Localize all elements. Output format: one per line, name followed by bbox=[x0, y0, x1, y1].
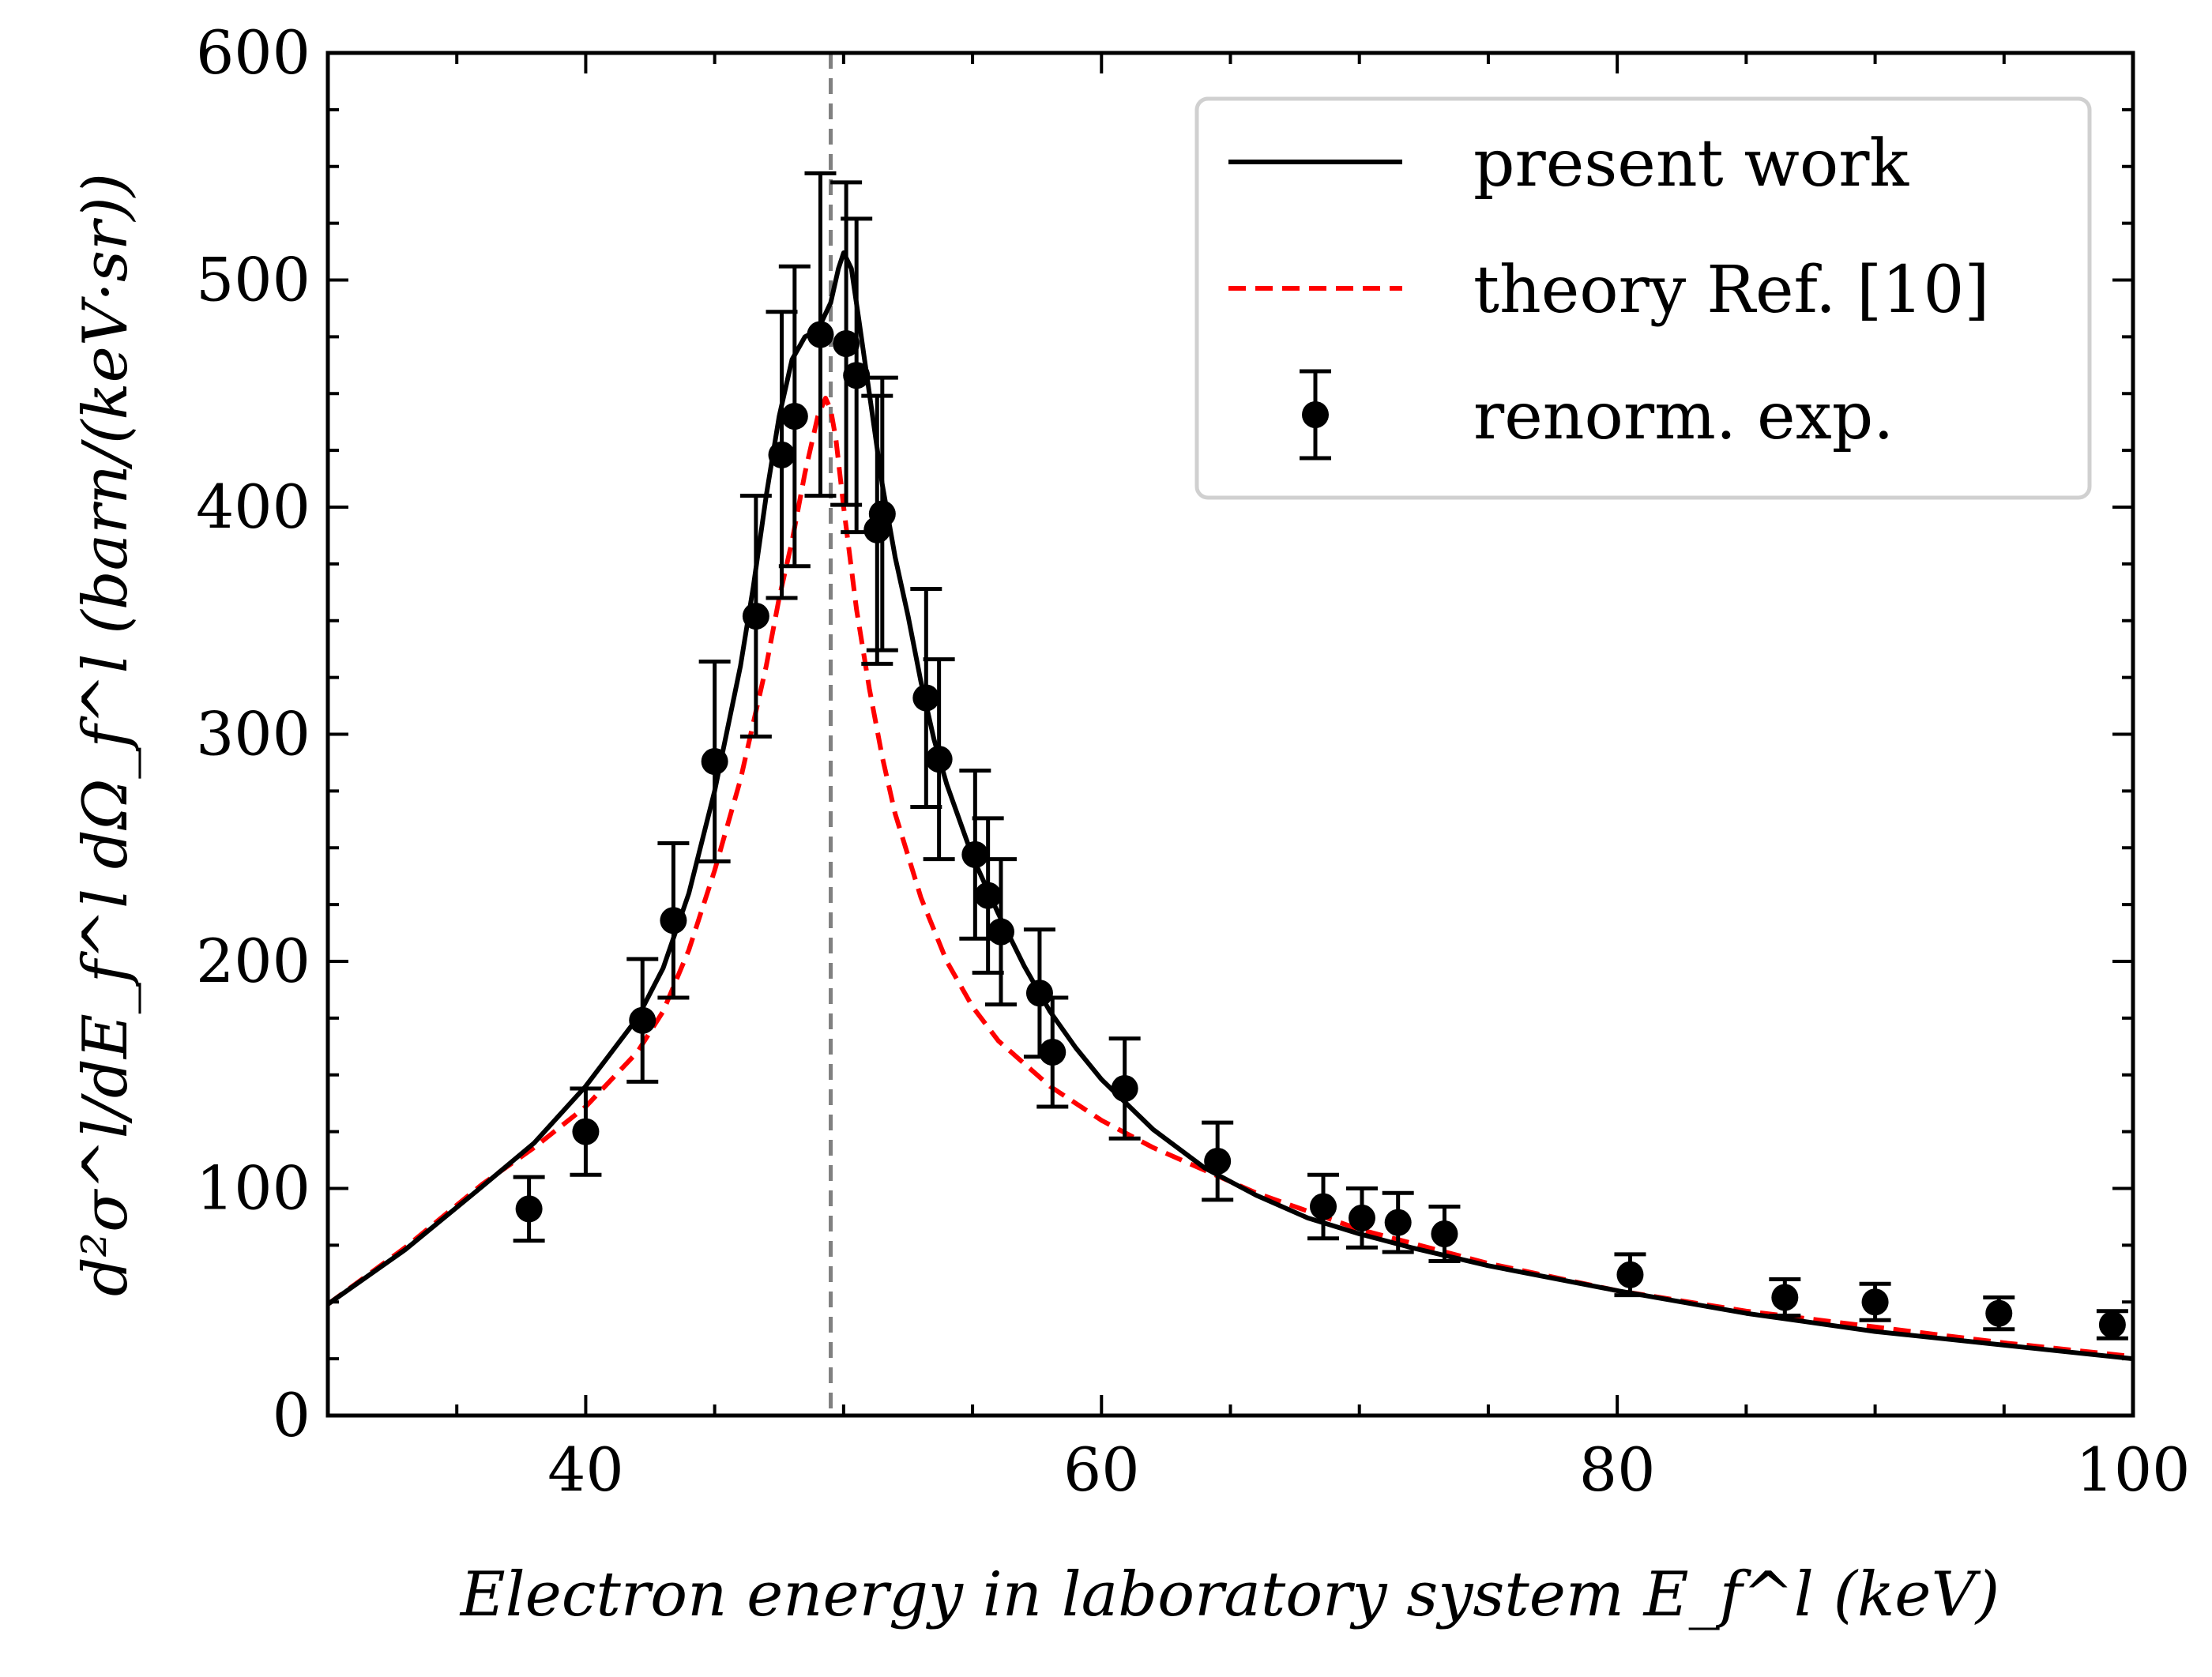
data-marker bbox=[1384, 1209, 1412, 1236]
data-marker bbox=[701, 748, 728, 775]
data-marker bbox=[833, 330, 860, 357]
data-marker bbox=[781, 403, 808, 430]
data-point bbox=[1036, 995, 1069, 1109]
data-marker bbox=[1111, 1075, 1138, 1102]
data-marker bbox=[1861, 1288, 1889, 1316]
data-point bbox=[1108, 1036, 1141, 1141]
x-axis-label: Electron energy in laboratory system E_f… bbox=[459, 1559, 1999, 1630]
data-point bbox=[910, 587, 942, 809]
data-marker bbox=[515, 1195, 543, 1223]
data-point bbox=[841, 216, 873, 535]
data-point bbox=[923, 657, 955, 862]
data-marker bbox=[843, 362, 871, 389]
data-point bbox=[739, 494, 772, 739]
data-point bbox=[1428, 1205, 1461, 1263]
data-marker bbox=[768, 441, 796, 468]
x-tick-label: 100 bbox=[2075, 1434, 2190, 1505]
data-point bbox=[778, 264, 811, 569]
data-point bbox=[830, 180, 863, 507]
data-point bbox=[984, 857, 1017, 1007]
y-tick-label: 200 bbox=[196, 926, 310, 996]
y-tick-label: 0 bbox=[273, 1380, 310, 1450]
data-point bbox=[626, 957, 659, 1084]
data-marker bbox=[987, 918, 1014, 946]
data-point bbox=[1382, 1190, 1414, 1254]
data-point bbox=[698, 660, 731, 863]
data-marker bbox=[925, 746, 953, 773]
y-tick-label: 300 bbox=[196, 699, 310, 769]
data-point bbox=[1307, 1172, 1340, 1241]
data-marker bbox=[572, 1118, 600, 1145]
data-point bbox=[2096, 1309, 2128, 1340]
data-marker bbox=[974, 882, 1002, 909]
legend: present work theory Ref. [10] renorm. ex… bbox=[1194, 96, 2092, 500]
data-marker bbox=[1348, 1204, 1375, 1231]
data-marker bbox=[1431, 1220, 1458, 1247]
data-point bbox=[1769, 1277, 1801, 1318]
data-marker bbox=[912, 684, 940, 712]
data-marker bbox=[1039, 1039, 1066, 1066]
data-marker bbox=[868, 500, 896, 528]
y-tick-label: 600 bbox=[196, 17, 310, 88]
x-tick-label: 40 bbox=[547, 1434, 624, 1505]
data-marker bbox=[1771, 1284, 1799, 1311]
data-point bbox=[1345, 1186, 1378, 1250]
data-point bbox=[972, 816, 1004, 975]
legend-theory-label: theory Ref. [10] bbox=[1473, 253, 1989, 328]
legend-present-work-label: present work bbox=[1473, 126, 1909, 201]
x-tick-label: 60 bbox=[1063, 1434, 1140, 1505]
data-point bbox=[570, 1086, 602, 1177]
data-marker bbox=[1985, 1299, 2013, 1327]
data-point bbox=[804, 171, 837, 498]
data-point bbox=[1983, 1295, 2015, 1332]
data-marker bbox=[961, 840, 989, 868]
data-point bbox=[1859, 1281, 1891, 1322]
y-tick-label: 500 bbox=[196, 245, 310, 315]
data-marker bbox=[1204, 1148, 1232, 1175]
x-tick-label: 80 bbox=[1579, 1434, 1656, 1505]
plot-frame bbox=[325, 51, 2135, 1418]
data-marker bbox=[1025, 980, 1053, 1007]
y-tick-label: 100 bbox=[196, 1153, 310, 1224]
data-point bbox=[657, 841, 690, 1000]
data-point bbox=[766, 310, 798, 600]
y-axis-label: d²σ^l/dE_f^l dΩ_f^l (barn/(keV·sr)) bbox=[70, 173, 141, 1296]
data-marker bbox=[1616, 1261, 1644, 1288]
data-point bbox=[866, 375, 898, 652]
legend-exp-marker bbox=[1302, 401, 1329, 428]
data-marker bbox=[629, 1006, 656, 1034]
data-point bbox=[1614, 1252, 1646, 1298]
data-marker bbox=[1310, 1193, 1337, 1220]
data-marker bbox=[807, 321, 834, 348]
data-marker bbox=[660, 907, 687, 934]
data-point bbox=[959, 769, 991, 941]
data-marker bbox=[742, 603, 769, 630]
data-point bbox=[1202, 1120, 1234, 1202]
legend-box bbox=[1194, 96, 2092, 500]
legend-exp-label: renorm. exp. bbox=[1473, 379, 1894, 454]
data-point bbox=[513, 1175, 545, 1243]
y-tick-label: 400 bbox=[196, 472, 310, 542]
plot-points bbox=[513, 171, 2128, 1340]
data-marker bbox=[2098, 1311, 2126, 1338]
